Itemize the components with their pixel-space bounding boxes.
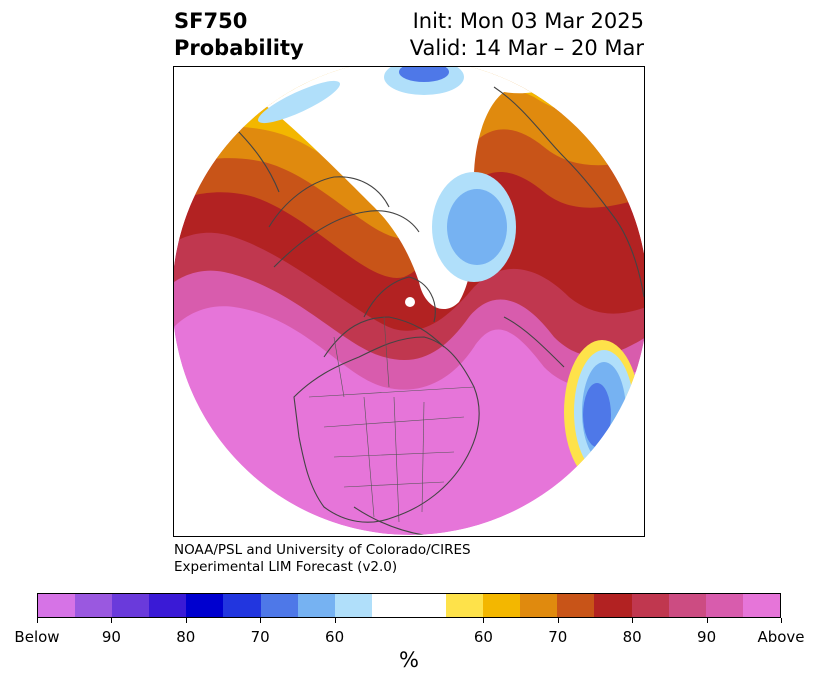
field-below-75-north — [399, 67, 449, 82]
colorbar-swatch-below-8 — [334, 594, 372, 617]
colorbar-tick-label: Above — [757, 628, 805, 646]
colorbar-tick-label: 90 — [697, 628, 717, 646]
variable-label: SF750 — [174, 9, 248, 33]
colorbar-tick — [483, 618, 485, 623]
probability-map — [174, 67, 644, 536]
subtitle-label: Probability — [174, 36, 304, 60]
colorbar-tick — [557, 618, 559, 623]
colorbar-tick-label: 60 — [473, 628, 493, 646]
colorbar-tick — [37, 618, 38, 623]
colorbar-tick — [185, 618, 187, 623]
colorbar-swatch-above-7 — [705, 594, 743, 617]
credit-line-2: Experimental LIM Forecast (v2.0) — [174, 559, 398, 575]
colorbar-swatch-below-5 — [223, 594, 261, 617]
colorbar-swatch-above-5 — [631, 594, 669, 617]
colorbar-swatch-above-4 — [594, 594, 632, 617]
colorbar-tick — [111, 618, 113, 623]
colorbar-swatch-above-0 — [446, 594, 484, 617]
colorbar-tick-label: 80 — [622, 628, 642, 646]
north-pole-marker — [405, 297, 415, 307]
field-below-60-west — [257, 80, 341, 124]
colorbar-swatch-below-7 — [297, 594, 335, 617]
colorbar-swatch-above-6 — [668, 594, 706, 617]
colorbar-swatch-below-6 — [260, 594, 298, 617]
colorbar-tick — [632, 618, 634, 623]
colorbar-tick-label: 60 — [325, 628, 345, 646]
colorbar-swatch-below-0 — [38, 594, 76, 617]
credit-line-1: NOAA/PSL and University of Colorado/CIRE… — [174, 542, 471, 558]
colorbar-tick-label: Below — [14, 628, 60, 646]
colorbar-swatch-below-3 — [149, 594, 187, 617]
colorbar-swatch-above-1 — [483, 594, 521, 617]
colorbar-swatch-neutral — [371, 594, 447, 617]
credit-text: NOAA/PSL and University of Colorado/CIRE… — [174, 542, 471, 576]
projection-mask — [174, 67, 644, 536]
date-info: Init: Mon 03 Mar 2025 Valid: 14 Mar – 20… — [410, 8, 644, 62]
colorbar-tick-label: 90 — [101, 628, 121, 646]
colorbar-tick — [706, 618, 708, 623]
colorbar-unit: % — [399, 648, 419, 672]
colorbar-swatch-below-2 — [112, 594, 150, 617]
colorbar-swatch-below-4 — [186, 594, 224, 617]
colorbar-swatch-above-8 — [742, 594, 780, 617]
map-panel — [173, 66, 645, 537]
colorbar-tick-label: 80 — [176, 628, 196, 646]
colorbar-tick-label: 70 — [250, 628, 270, 646]
init-date: Init: Mon 03 Mar 2025 — [412, 9, 644, 33]
map-title: SF750 Probability — [174, 8, 304, 62]
borders — [308, 316, 475, 523]
colorbar-tick-label: 70 — [548, 628, 568, 646]
field-below-75-atlantic — [583, 383, 611, 447]
colorbar — [37, 593, 781, 618]
colorbar-tick — [334, 618, 336, 623]
colorbar-swatch-above-3 — [557, 594, 595, 617]
field-neutral — [234, 67, 574, 310]
colorbar-swatch-above-2 — [520, 594, 558, 617]
colorbar-tick — [260, 618, 262, 623]
field-below-65-arctic — [447, 189, 507, 265]
valid-range: Valid: 14 Mar – 20 Mar — [409, 36, 644, 60]
colorbar-swatch-below-1 — [75, 594, 113, 617]
colorbar-tick — [781, 618, 782, 623]
